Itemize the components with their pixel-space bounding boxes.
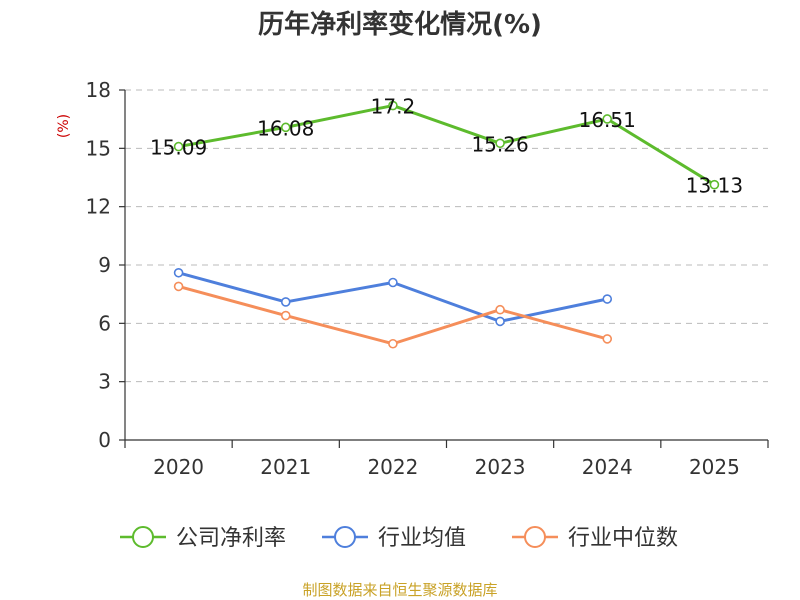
data-point [280,122,291,133]
series [173,100,720,349]
series-line [178,284,608,346]
x-tick-label: 2025 [689,455,740,479]
x-tick-label: 2021 [260,455,311,479]
data-point [280,297,291,307]
y-tick-label: 12 [86,195,111,219]
y-tick-label: 3 [98,370,111,394]
data-point [602,114,613,124]
data-label: 16.08 [257,116,314,140]
data-label: 13.13 [686,174,743,198]
data-point [495,304,505,315]
data-label: 15.26 [471,132,528,156]
x-tick-label: 2023 [475,455,526,479]
legend-label: 行业均值 [378,526,466,551]
data-label: 15.09 [150,136,207,160]
data-point [495,138,505,149]
chart-title: 历年净利率变化情况(%) [258,9,542,40]
data-point [495,316,505,327]
legend-item-2[interactable]: 行业中位数 [512,526,678,551]
legend-item-0[interactable]: 公司净利率 [120,526,286,551]
data-point [388,100,398,111]
x-tick-label: 2020 [153,455,204,479]
data-point [602,334,613,344]
y-axis-unit: (%) [56,114,72,138]
axes [119,89,769,448]
data-point [173,267,184,278]
x-tick-label: 2022 [367,455,418,479]
y-tick-labels: 0 3 6 9 12 15 18 [86,78,111,452]
data-point [280,310,291,321]
series-1 [173,267,613,327]
data-point [388,277,398,288]
y-tick-label: 15 [86,136,111,160]
y-tick-label: 6 [98,311,111,335]
legend-marker [524,526,546,548]
legend-label: 公司净利率 [176,526,286,551]
data-point [602,294,613,304]
legend-marker [132,526,154,548]
y-tick-label: 0 [98,428,111,452]
series-2 [173,281,613,349]
data-point [173,141,184,152]
series-line [178,104,716,186]
data-label: 16.51 [579,108,636,132]
legend-label: 行业中位数 [568,526,678,551]
source-note: 制图数据来自恒生聚源数据库 [302,581,497,599]
legend-item-1[interactable]: 行业均值 [322,526,466,551]
x-tick-label: 2024 [582,455,633,479]
series-0 [173,100,720,190]
data-label: 17.2 [371,95,416,119]
data-labels: 15.09 16.08 17.2 15.26 16.51 13.13 [150,95,743,198]
y-tick-label: 9 [98,253,111,277]
data-point [173,281,184,292]
x-tick-labels: 2020 2021 2022 2023 2024 2025 [153,455,740,479]
legend-marker [334,526,356,548]
legend[interactable]: 公司净利率 行业均值 行业中位数 [120,526,678,551]
data-point [388,338,398,349]
grid-lines [125,89,768,383]
data-point [709,179,720,190]
y-tick-label: 18 [86,78,111,102]
